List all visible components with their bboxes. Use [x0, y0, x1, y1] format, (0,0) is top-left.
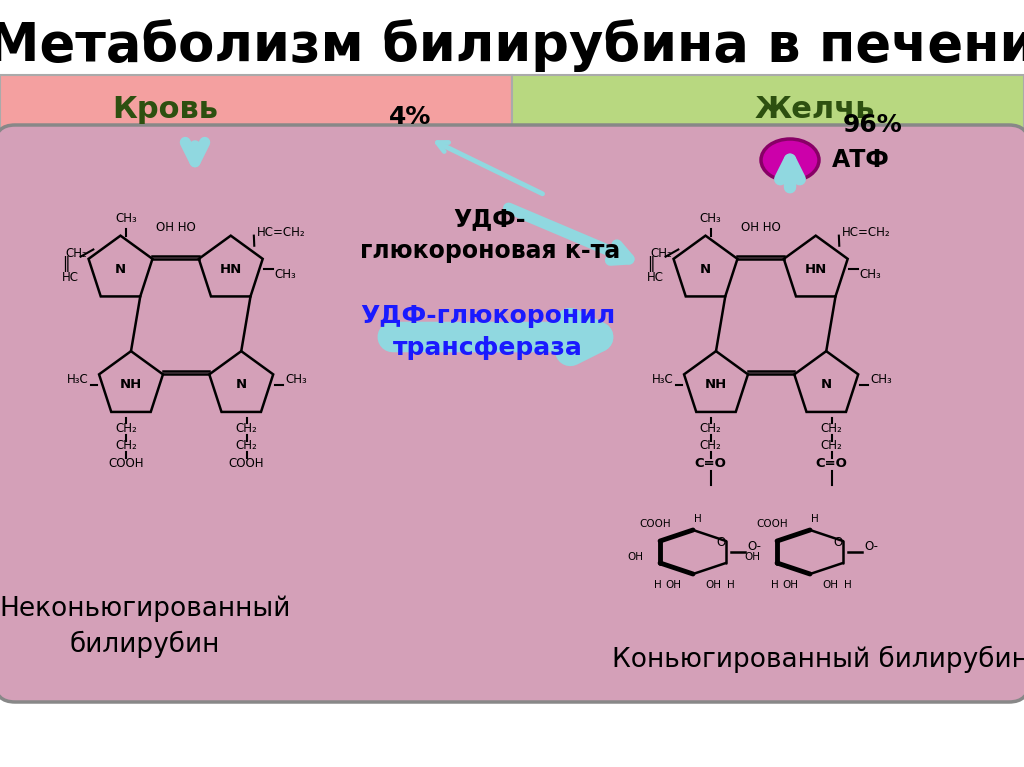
Ellipse shape [761, 139, 819, 181]
Text: CH₃: CH₃ [286, 373, 307, 386]
Text: OH: OH [822, 580, 838, 590]
Text: N: N [700, 263, 711, 276]
Text: Желчь: Желчь [755, 94, 876, 123]
Text: H: H [811, 514, 819, 524]
Text: 4%: 4% [389, 105, 431, 129]
Text: CH₃: CH₃ [870, 373, 892, 386]
Text: OH: OH [744, 552, 760, 562]
Text: CH₂: CH₂ [236, 439, 257, 453]
Text: CH₂: CH₂ [699, 423, 722, 436]
Text: NH: NH [120, 378, 142, 391]
Text: CH₃: CH₃ [860, 268, 882, 281]
Text: CH₂: CH₂ [236, 423, 257, 436]
Text: CH₂: CH₂ [820, 439, 843, 453]
Text: OH HO: OH HO [157, 221, 196, 234]
Text: OH: OH [627, 552, 643, 562]
Text: CH₂: CH₂ [699, 439, 722, 453]
Text: Коньюгированный билирубин: Коньюгированный билирубин [611, 645, 1024, 673]
Text: CH₂: CH₂ [820, 423, 843, 436]
Text: OH: OH [782, 580, 798, 590]
Text: COOH: COOH [228, 457, 264, 470]
Text: COOH: COOH [639, 519, 671, 529]
Text: C=O: C=O [815, 457, 848, 470]
Text: Метаболизм билирубина в печени: Метаболизм билирубина в печени [0, 19, 1024, 72]
Text: ‖: ‖ [62, 256, 70, 272]
Text: HC=CH₂: HC=CH₂ [257, 226, 305, 239]
Text: O: O [717, 535, 726, 548]
Text: H₃C: H₃C [68, 373, 89, 386]
Text: H: H [771, 580, 779, 590]
Text: N: N [820, 378, 831, 391]
Text: HC=CH₂: HC=CH₂ [842, 226, 891, 239]
Text: OH HO: OH HO [741, 221, 781, 234]
Text: O: O [834, 535, 843, 548]
Text: CH₂: CH₂ [115, 423, 136, 436]
Text: N: N [236, 378, 247, 391]
Text: CH₂: CH₂ [650, 247, 673, 260]
Text: O-: O- [746, 541, 761, 554]
Bar [0, 75, 512, 145]
Text: OH: OH [705, 580, 721, 590]
Text: CH₂: CH₂ [115, 439, 136, 453]
Text: COOH: COOH [108, 457, 143, 470]
Text: УДФ-глюкоронил
трансфераза: УДФ-глюкоронил трансфераза [360, 304, 615, 360]
Text: АТФ: АТФ [831, 148, 890, 172]
Text: H: H [727, 580, 735, 590]
Text: CH₂: CH₂ [66, 247, 87, 260]
Bar [512, 75, 1024, 145]
Text: H: H [694, 514, 701, 524]
Text: N: N [115, 263, 126, 276]
Text: CH₃: CH₃ [115, 212, 136, 225]
Text: УДФ-
глюкороновая к-та: УДФ- глюкороновая к-та [359, 207, 621, 262]
Text: HC: HC [61, 272, 79, 284]
Text: CH₃: CH₃ [699, 212, 722, 225]
Text: Кровь: Кровь [112, 94, 218, 123]
Text: Неконьюгированный
билирубин: Неконьюгированный билирубин [0, 596, 291, 658]
Text: ‖: ‖ [647, 256, 654, 272]
Text: NH: NH [705, 378, 727, 391]
Text: C=O: C=O [695, 457, 727, 470]
Text: H: H [654, 580, 662, 590]
Text: 96%: 96% [843, 113, 903, 137]
Text: HN: HN [805, 263, 826, 276]
Text: OH: OH [665, 580, 681, 590]
Text: HC: HC [646, 272, 664, 284]
Text: COOH: COOH [756, 519, 787, 529]
Text: HN: HN [219, 263, 242, 276]
Text: H: H [844, 580, 852, 590]
Text: O-: O- [864, 541, 878, 554]
Text: CH₃: CH₃ [274, 268, 297, 281]
Text: H₃C: H₃C [652, 373, 674, 386]
FancyBboxPatch shape [0, 125, 1024, 702]
